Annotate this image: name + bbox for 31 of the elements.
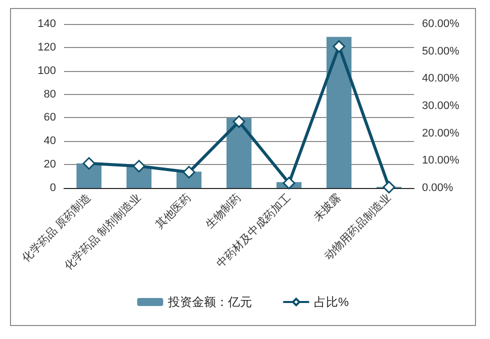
point	[132, 160, 146, 172]
y-tick-label: 80	[44, 88, 56, 100]
bar	[226, 118, 252, 188]
y2-tick-label: 40.00%	[422, 72, 460, 85]
x-tick-label: 生物制药	[202, 191, 244, 232]
y-tick-label: 20	[44, 158, 56, 171]
y-tick-label: 120	[38, 41, 56, 54]
point	[232, 115, 246, 128]
legend-label: 投资金额：亿元	[167, 295, 252, 309]
x-tick-label: 其他医药	[152, 191, 194, 232]
point	[182, 166, 196, 178]
bar	[76, 163, 102, 188]
x-tick-label: 未披露	[310, 191, 344, 224]
y-tick-label: 0	[50, 182, 56, 194]
y2-tick-label: 0.00%	[422, 182, 454, 194]
y2-tick-label: 50.00%	[422, 45, 460, 58]
point	[332, 40, 346, 53]
y2-tick-label: 20.00%	[422, 127, 460, 140]
y2-tick-label: 10.00%	[422, 154, 460, 167]
y-tick-label: 100	[38, 64, 56, 77]
point	[82, 157, 96, 170]
y-tick-label: 40	[44, 135, 56, 148]
bar	[326, 36, 352, 188]
y-tick-label: 140	[38, 18, 56, 30]
y2-tick-label: 30.00%	[422, 100, 460, 112]
y-tick-label: 60	[44, 112, 56, 124]
point	[382, 180, 396, 194]
legend-label: 占比%	[314, 295, 350, 309]
point	[282, 176, 296, 190]
bar	[126, 166, 152, 188]
y2-tick-label: 60.00%	[422, 18, 460, 30]
